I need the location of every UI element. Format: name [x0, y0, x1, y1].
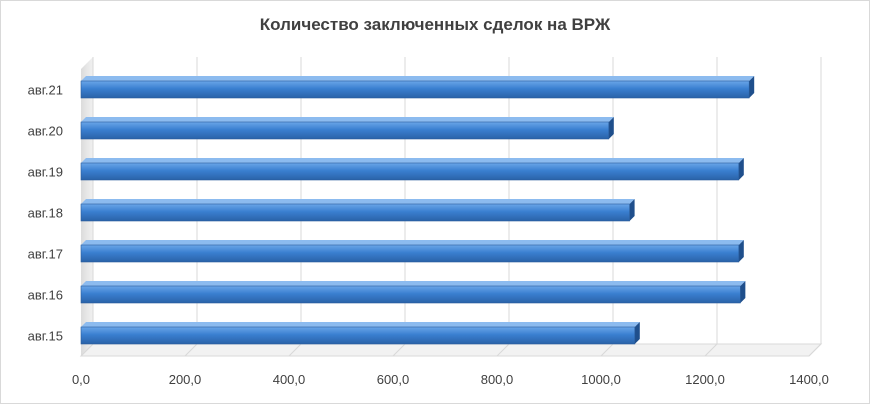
chart-floor [79, 343, 823, 357]
bar-front [80, 80, 750, 99]
bar-top [81, 240, 744, 245]
x-tick-label: 600,0 [377, 372, 410, 387]
chart-title: Количество заключенных сделок на ВРЖ [259, 15, 611, 34]
y-category-label: авг.17 [28, 247, 63, 262]
x-tick-label: 400,0 [273, 372, 306, 387]
bar-top [81, 158, 744, 163]
bar [80, 199, 635, 222]
bar-top [81, 76, 755, 81]
x-tick-label: 800,0 [481, 372, 514, 387]
bar [80, 117, 614, 140]
bar-front [80, 162, 740, 181]
x-tick-label: 1400,0 [789, 372, 829, 387]
bar-front [80, 244, 740, 263]
bar [80, 158, 744, 181]
bar-front [80, 285, 741, 304]
x-tick-label: 1000,0 [581, 372, 621, 387]
bar-end [634, 322, 640, 344]
y-category-label: авг.18 [28, 206, 63, 221]
bar-top [81, 281, 746, 286]
bar-front [80, 326, 636, 345]
y-category-label: авг.16 [28, 288, 63, 303]
y-category-label: авг.20 [28, 124, 63, 139]
bar [80, 281, 746, 304]
gridline [704, 57, 718, 357]
bar [80, 76, 755, 99]
bar-end [740, 281, 746, 303]
bar-end [629, 199, 635, 221]
bar [80, 322, 640, 345]
bar-top [81, 199, 635, 204]
bar-front [80, 121, 610, 140]
y-category-label: авг.19 [28, 165, 63, 180]
bar-top [81, 322, 640, 327]
bar-end [738, 240, 744, 262]
y-category-label: авг.15 [28, 329, 63, 344]
x-tick-label: 200,0 [169, 372, 202, 387]
y-category-label: авг.21 [28, 83, 63, 98]
bar-front [80, 203, 630, 222]
x-tick-label: 0,0 [72, 372, 90, 387]
bar [80, 240, 744, 263]
bar-end [738, 158, 744, 180]
bar-top [81, 117, 614, 122]
gridline [808, 57, 822, 357]
bar-end [608, 117, 614, 139]
x-tick-label: 1200,0 [685, 372, 725, 387]
bar-end [749, 76, 755, 98]
